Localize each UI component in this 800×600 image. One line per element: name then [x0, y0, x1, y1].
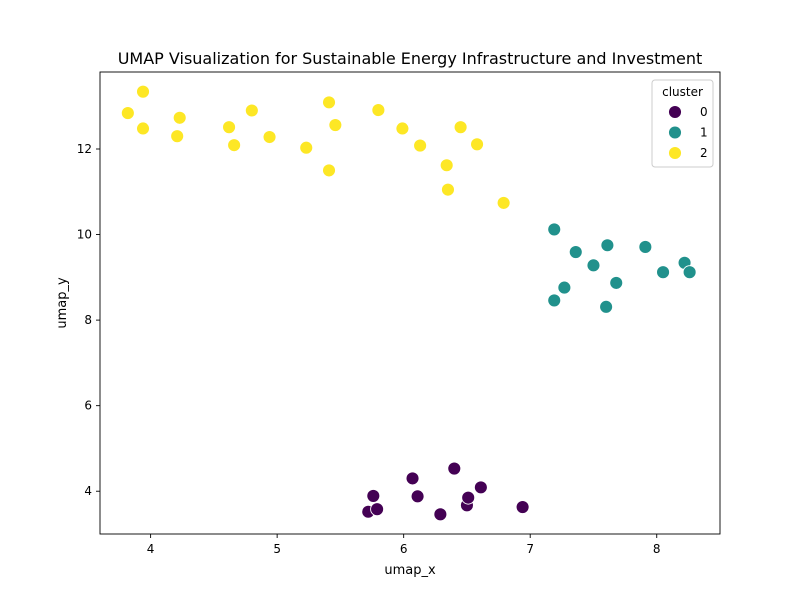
- data-point: [227, 138, 242, 153]
- legend-marker: [668, 105, 682, 119]
- legend-marker: [668, 125, 682, 140]
- data-point: [609, 275, 624, 290]
- y-tick-label: 12: [77, 142, 92, 156]
- data-point: [170, 129, 185, 144]
- data-point: [547, 293, 562, 308]
- y-axis-label: umap_y: [55, 277, 70, 329]
- data-point: [439, 158, 454, 173]
- data-point: [453, 120, 468, 135]
- legend-label: 2: [700, 146, 708, 160]
- x-tick-label: 6: [400, 542, 408, 556]
- data-point: [136, 84, 150, 99]
- data-point: [441, 182, 455, 197]
- data-point: [371, 103, 386, 118]
- data-point: [136, 121, 150, 136]
- y-tick-label: 4: [84, 484, 92, 498]
- y-axis: 4 6 8 10 12: [77, 142, 100, 498]
- x-axis-label: umap_x: [384, 563, 436, 578]
- legend-box: [651, 79, 714, 168]
- data-point: [433, 507, 448, 522]
- data-point: [222, 120, 237, 135]
- data-point: [322, 163, 336, 178]
- data-point: [557, 280, 572, 295]
- y-tick-label: 6: [84, 399, 92, 413]
- plot-frame: [99, 71, 721, 535]
- legend-label: 0: [700, 105, 708, 119]
- data-point: [322, 95, 336, 110]
- data-point: [413, 138, 428, 153]
- data-point: [366, 488, 381, 503]
- data-point: [470, 137, 485, 152]
- data-point: [447, 461, 462, 476]
- data-point: [656, 265, 671, 280]
- x-axis: 4 5 6 7 8: [147, 534, 661, 556]
- x-tick-label: 4: [147, 542, 155, 556]
- points-layer: [120, 84, 697, 522]
- data-point: [299, 140, 314, 155]
- data-point: [568, 245, 583, 260]
- legend-label: 1: [700, 126, 708, 140]
- data-point: [599, 299, 614, 314]
- data-point: [328, 118, 343, 132]
- legend-marker: [668, 146, 682, 160]
- data-point: [262, 130, 277, 144]
- chart-title: UMAP Visualization for Sustainable Energ…: [118, 49, 703, 68]
- data-point: [461, 490, 476, 505]
- data-point: [638, 240, 653, 254]
- legend: cluster 0 1 2: [651, 79, 714, 168]
- data-point: [244, 103, 259, 118]
- data-point: [120, 106, 135, 121]
- data-point: [370, 502, 385, 517]
- y-tick-label: 10: [77, 228, 92, 242]
- data-point: [172, 110, 187, 125]
- y-tick-label: 8: [84, 313, 92, 327]
- x-tick-label: 8: [653, 542, 661, 556]
- legend-items: 0 1 2: [668, 105, 708, 160]
- data-point: [515, 500, 530, 514]
- data-point: [496, 195, 511, 210]
- data-point: [395, 121, 410, 136]
- x-tick-label: 5: [273, 542, 281, 556]
- data-point: [473, 480, 488, 495]
- data-point: [682, 265, 697, 280]
- x-tick-label: 7: [526, 542, 534, 556]
- data-point: [405, 471, 420, 486]
- data-point: [600, 238, 615, 253]
- data-point: [586, 258, 601, 273]
- legend-title: cluster: [662, 85, 703, 99]
- data-point: [547, 222, 562, 237]
- data-point: [410, 489, 425, 504]
